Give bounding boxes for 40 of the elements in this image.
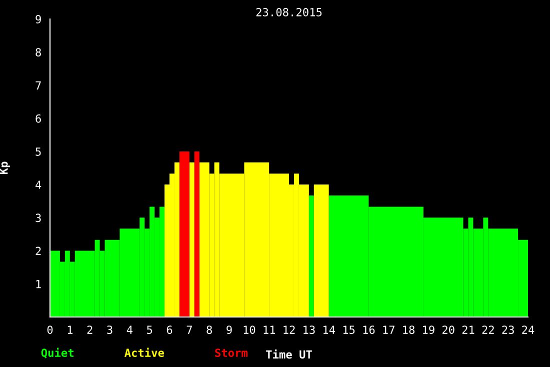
text: Active [124,348,164,357]
x-tick-label: 19 [423,326,434,334]
x-tick-label: 16 [363,326,375,334]
x-tick-label: 5 [147,326,152,334]
x-tick-label: 0 [47,326,53,334]
x-axis-title: Time UT [266,349,312,359]
chart-title: 23.08.2015 [256,8,322,16]
text: Storm [215,348,248,357]
y-tick-label: 8 [36,48,41,57]
y-tick-label: 1 [36,280,41,288]
y-tick-label: 6 [36,114,41,123]
y-tick-label: 7 [36,81,41,90]
x-tick-label: 8 [206,326,212,334]
x-tick-label: 20 [442,326,454,334]
x-tick-label: 15 [343,326,355,334]
x-tick-label: 2 [87,326,92,334]
x-tick-label: 14 [323,326,335,334]
text: Quiet [41,348,74,358]
x-tick-label: 13 [304,326,315,334]
x-tick-label: 11 [264,326,276,334]
x-tick-label: 10 [244,326,256,334]
x-tick-label: 9 [226,326,232,334]
x-tick-label: 23 [502,326,514,334]
x-tick-label: 3 [107,326,112,334]
y-tick-label: 2 [36,246,41,256]
x-tick-label: 21 [462,326,474,334]
x-tick-label: 6 [166,326,172,334]
x-tick-label: 22 [482,326,494,334]
x-tick-label: 7 [186,326,192,334]
x-tick-label: 4 [126,326,132,334]
y-axis-title: Kp [0,162,10,174]
y-tick-label: 4 [36,180,42,189]
y-tick-label: 9 [36,15,41,24]
x-tick-label: 17 [383,326,394,334]
x-tick-label: 1 [68,326,73,334]
x-tick-label: 12 [284,326,295,334]
y-tick-label: 5 [36,148,41,156]
x-tick-label: 18 [403,326,414,334]
x-tick-label: 24 [522,326,534,334]
y-tick-label: 3 [36,214,41,222]
